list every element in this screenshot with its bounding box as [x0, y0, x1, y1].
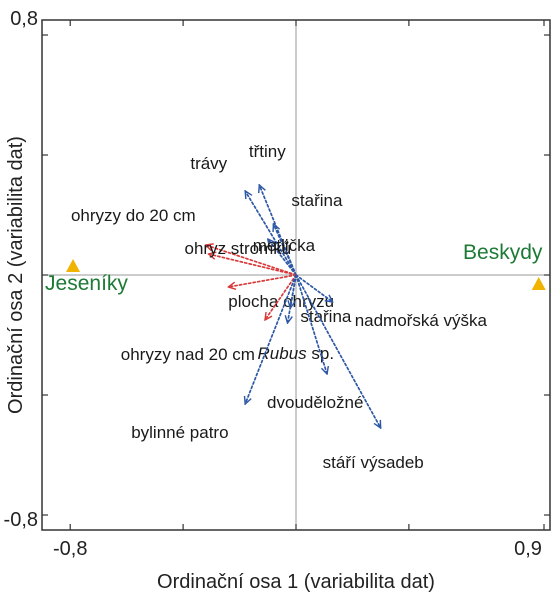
y-axis-title: Ordinační osa 2 (variabilita dat) — [5, 136, 27, 414]
arrow-3 — [268, 239, 297, 276]
x-tick-label: -0,8 — [53, 538, 87, 560]
arrow-13 — [295, 274, 382, 428]
arrow-label: stařina — [291, 191, 343, 210]
y-tick-label: -0,8 — [4, 509, 38, 531]
site-label: Jeseníky — [45, 272, 128, 295]
y-tick-label: 0,8 — [10, 8, 38, 30]
arrow-label: ohryz stromků — [185, 239, 292, 258]
arrow-label: nadmořská výška — [355, 311, 488, 330]
arrow-label: metlička — [253, 236, 316, 255]
arrow-label: ohryzy do 20 cm — [71, 206, 196, 225]
site-label: Beskydy — [463, 241, 543, 264]
arrow-6 — [228, 274, 297, 287]
arrow-4 — [206, 245, 297, 276]
arrow-label: bylinné patro — [131, 423, 228, 442]
x-tick-label: 0,9 — [514, 538, 542, 560]
arrow-5 — [209, 254, 297, 276]
arrow-label: trávy — [190, 154, 227, 173]
arrow-9 — [288, 274, 297, 323]
arrow-7 — [265, 274, 297, 320]
arrow-11 — [295, 274, 327, 374]
x-axis-title: Ordinační osa 1 (variabilita dat) — [157, 571, 435, 593]
arrow-12 — [245, 274, 297, 404]
arrow-label: ohryzy nad 20 cm — [121, 345, 255, 364]
arrow-label: třtiny — [249, 142, 286, 161]
arrow-10 — [295, 274, 333, 302]
site-marker-0 — [66, 259, 81, 272]
arrow-label: stáří výsadeb — [323, 453, 424, 472]
arrow-label: stařina — [300, 307, 352, 326]
arrow-2 — [273, 224, 297, 276]
arrow-0 — [244, 191, 297, 276]
site-marker-1 — [531, 277, 546, 290]
arrow-label: dvouděložné — [267, 393, 363, 412]
